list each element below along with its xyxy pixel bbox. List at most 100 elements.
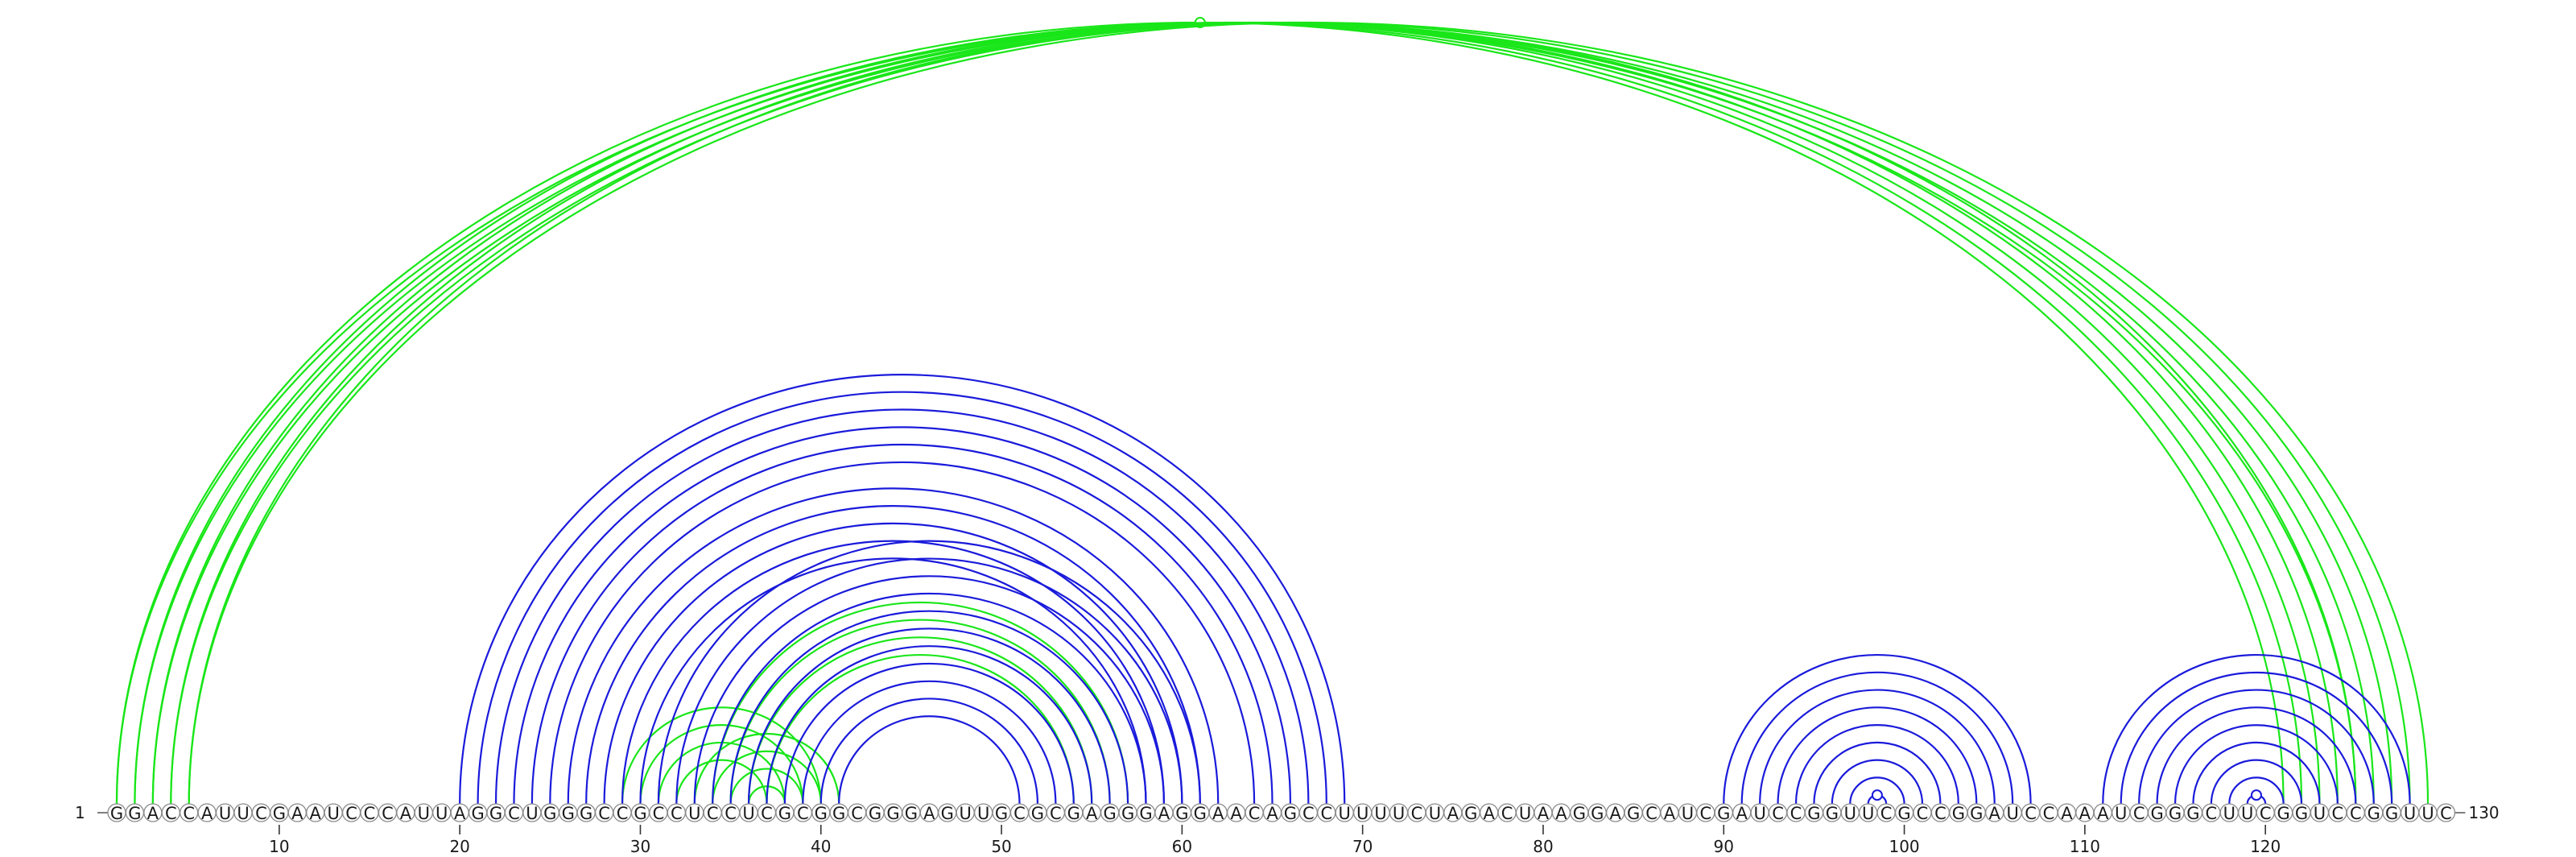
primary-base-pair-arc-92-105: [1759, 689, 1996, 805]
primary-base-pair-arc-24-65: [530, 443, 1274, 805]
nucleotide-letter-48: U: [960, 804, 972, 823]
nucleotide-letter-81: A: [1555, 804, 1567, 823]
primary-base-pair-arc-111-128: [2102, 654, 2411, 805]
nucleotide-letter-60: G: [1175, 804, 1188, 823]
nucleotide-letter-114: G: [2150, 804, 2163, 823]
alternative-base-pair-arc-5-129: [188, 21, 2429, 805]
primary-base-pair-arc-97-100: [1849, 776, 1905, 805]
nucleotide-letter-70: U: [1356, 804, 1368, 823]
sequence-start-label: 1: [75, 803, 85, 822]
arc-layer: [115, 17, 2429, 805]
nucleotide-letter-55: A: [1086, 804, 1098, 823]
primary-base-pair-arc-118-121: [2228, 776, 2285, 805]
nucleotide-letter-47: G: [941, 804, 954, 823]
primary-base-pair-arc-91-106: [1740, 671, 2014, 805]
primary-base-pair-arc-96-101: [1831, 759, 1924, 805]
nucleotide-letter-91: A: [1736, 804, 1748, 823]
nucleotide-letter-127: G: [2385, 804, 2398, 823]
nucleotide-letter-19: U: [436, 804, 448, 823]
primary-base-pair-arc-22-67: [494, 408, 1310, 805]
nucleotide-letter-74: U: [1429, 804, 1441, 823]
nucleotide-letter-75: A: [1447, 804, 1459, 823]
nucleotide-letter-38: G: [778, 804, 791, 823]
primary-base-pair-arc-40-52: [819, 698, 1039, 805]
nucleotide-letter-100: G: [1897, 804, 1910, 823]
nucleotide-letter-54: G: [1067, 804, 1080, 823]
nucleotide-letter-61: G: [1194, 804, 1207, 823]
nucleotide-letter-22: G: [489, 804, 502, 823]
nucleotide-letter-36: U: [742, 804, 754, 823]
primary-base-pair-arc-116-123: [2192, 741, 2321, 805]
nucleotide-letter-66: G: [1284, 804, 1297, 823]
nucleotide-letter-110: A: [2079, 804, 2091, 823]
nucleotide-letter-9: C: [255, 804, 267, 823]
primary-base-pair-arc-94-103: [1794, 723, 1959, 805]
alternative-base-pair-arc-32-37: [675, 759, 768, 805]
nucleotide-letter-32: C: [671, 804, 683, 823]
nucleotide-letter-8: U: [237, 804, 249, 823]
nucleotide-letter-1: G: [110, 804, 123, 823]
nucleotide-letter-111: A: [2097, 804, 2109, 823]
primary-base-pair-arc-31-61: [657, 540, 1201, 805]
nucleotide-letter-97: U: [1844, 804, 1856, 823]
nucleotide-letter-4: C: [165, 804, 177, 823]
nucleotide-letter-46: A: [923, 804, 935, 823]
primary-base-pair-arc-90-107: [1723, 654, 2032, 805]
nucleotide-letter-101: C: [1917, 804, 1929, 823]
nucleotide-letter-84: A: [1610, 804, 1622, 823]
nucleotide-letter-45: G: [905, 804, 918, 823]
nucleotide-letter-30: G: [634, 804, 646, 823]
primary-base-pair-arc-33-59: [693, 575, 1166, 805]
primary-base-pair-arc-115-124: [2174, 723, 2339, 805]
primary-base-pair-arc-37-55: [766, 645, 1093, 805]
primary-arc-apex-marker: [1871, 789, 1883, 801]
primary-base-pair-arc-28-60: [603, 522, 1183, 805]
nucleotide-letter-103: G: [1952, 804, 1965, 823]
nucleotide-letter-26: G: [562, 804, 575, 823]
alternative-base-pair-arc-29-40: [621, 706, 822, 805]
nucleotide-letter-3: A: [147, 804, 159, 823]
nucleotide-letter-102: C: [1934, 804, 1946, 823]
nucleotide-letter-120: C: [2260, 804, 2272, 823]
nucleotide-letter-62: A: [1212, 804, 1224, 823]
nucleotide-letter-16: C: [382, 804, 394, 823]
nucleotide-letter-41: G: [832, 804, 845, 823]
nucleotide-letter-33: U: [688, 804, 700, 823]
nucleotide-letter-20: A: [454, 804, 466, 823]
nucleotide-letter-40: G: [815, 804, 828, 823]
nucleotide-letter-18: U: [418, 804, 430, 823]
nucleotide-letter-57: G: [1121, 804, 1134, 823]
tick-label-120: 120: [2250, 837, 2281, 856]
primary-base-pair-arc-38-54: [783, 662, 1075, 805]
nucleotide-letter-96: G: [1826, 804, 1839, 823]
primary-base-pair-arc-114-125: [2156, 706, 2357, 805]
nucleotide-letter-50: G: [995, 804, 1008, 823]
tick-label-50: 50: [991, 837, 1011, 856]
nucleotide-letter-105: A: [1989, 804, 2001, 823]
nucleotide-letter-15: C: [364, 804, 376, 823]
nucleotide-letter-35: C: [724, 804, 737, 823]
primary-base-pair-arc-20-69: [459, 373, 1346, 805]
nucleotide-letter-98: U: [1862, 804, 1874, 823]
primary-base-pair-arc-30-58: [639, 557, 1147, 805]
nucleotide-letter-93: C: [1772, 804, 1784, 823]
nucleotide-letter-125: C: [2350, 804, 2362, 823]
nucleotide-letter-89: C: [1700, 804, 1712, 823]
primary-base-pair-arc-27-61: [585, 505, 1201, 805]
primary-base-pair-arc-36-56: [747, 627, 1111, 805]
position-ticks: 10 20 30 40 50 60 70 80 90 100 110 120: [269, 825, 2281, 856]
tick-label-10: 10: [269, 837, 289, 856]
primary-base-pair-arc-34-58: [712, 592, 1147, 805]
nucleotide-letter-87: A: [1664, 804, 1676, 823]
nucleotide-letter-25: G: [543, 804, 556, 823]
alternative-base-pair-arc-3-123: [151, 21, 2321, 805]
nucleotide-letter-112: U: [2115, 804, 2127, 823]
nucleotide-letter-17: A: [400, 804, 412, 823]
nucleotide-letter-51: C: [1013, 804, 1026, 823]
primary-base-pair-arc-112-127: [2120, 671, 2393, 805]
primary-base-pair-arc-23-66: [513, 426, 1292, 805]
alternative-base-pair-arc-33-41: [693, 732, 840, 805]
nucleotide-letter-106: U: [2006, 804, 2018, 823]
nucleotide-letter-29: C: [617, 804, 629, 823]
